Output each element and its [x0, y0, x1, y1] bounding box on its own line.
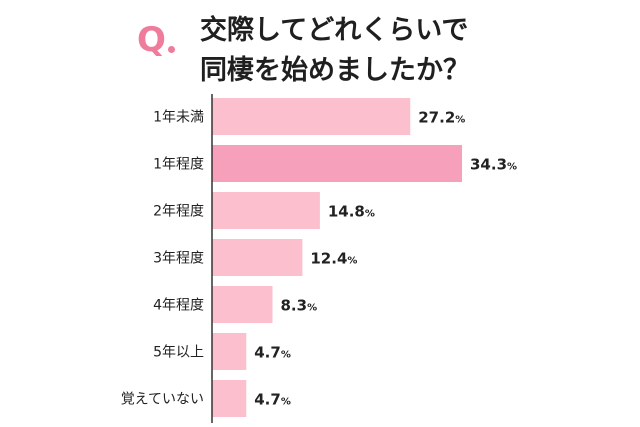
chart-title-block: Q 交際してどれくらいで 同棲を始めましたか？: [0, 0, 640, 90]
data-label-value: 4.7: [254, 391, 281, 409]
question-mark-icon: Q: [137, 20, 166, 60]
question-dot-icon: [168, 46, 175, 53]
data-label-unit: %: [507, 162, 517, 173]
category-label: 1年程度: [153, 157, 204, 173]
bar-3: [212, 192, 320, 229]
data-label-value: 27.2: [418, 109, 455, 127]
bar-6: [212, 333, 247, 370]
bar-5: [212, 286, 273, 323]
data-label-unit: %: [281, 350, 291, 361]
data-label-unit: %: [347, 256, 357, 267]
bar-2: [212, 145, 462, 182]
data-label-unit: %: [307, 303, 317, 314]
category-label: 4年程度: [153, 298, 204, 314]
data-label: 27.2%: [418, 109, 465, 127]
data-label-value: 34.3: [470, 156, 507, 174]
bar-7: [212, 380, 247, 417]
category-label: 覚えていない: [121, 392, 204, 408]
category-label: 3年程度: [153, 251, 204, 267]
data-label: 4.7%: [254, 391, 291, 409]
data-label-unit: %: [455, 115, 465, 126]
bar-1: [212, 98, 411, 135]
data-label-unit: %: [281, 397, 291, 408]
data-label: 4.7%: [254, 344, 291, 362]
category-label: 2年程度: [153, 204, 204, 220]
data-label: 8.3%: [280, 297, 317, 315]
data-label-value: 12.4: [310, 250, 347, 268]
data-label-unit: %: [365, 209, 375, 220]
data-label: 14.8%: [328, 203, 375, 221]
chart-title-line-1: 交際してどれくらいで: [200, 15, 469, 46]
data-label-value: 8.3: [280, 297, 307, 315]
chart-title-line-2: 同棲を始めましたか？: [200, 55, 470, 86]
bar-4: [212, 239, 303, 276]
data-label: 12.4%: [310, 250, 357, 268]
category-label: 5年以上: [153, 345, 204, 361]
data-label-value: 4.7: [254, 344, 281, 362]
data-label-value: 14.8: [328, 203, 365, 221]
data-label: 34.3%: [470, 156, 517, 174]
category-label: 1年未満: [153, 110, 204, 126]
